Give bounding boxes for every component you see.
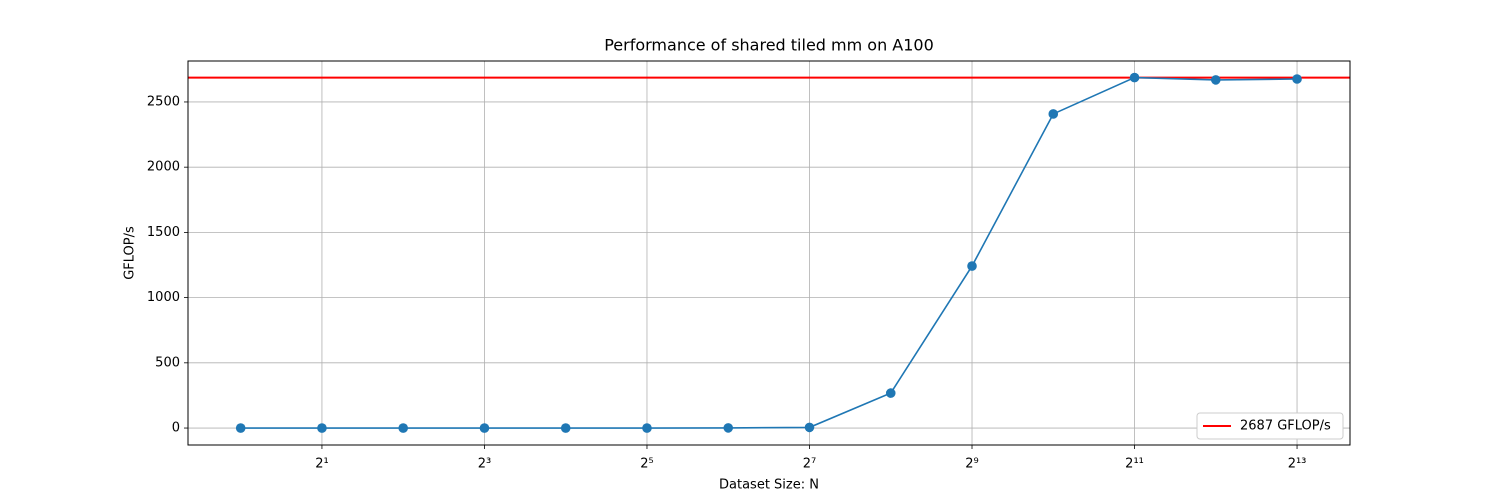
y-tick-label: 500 — [155, 355, 180, 370]
y-axis-label: GFLOP/s — [123, 226, 138, 280]
x-tick-label: 2⁷ — [803, 457, 816, 472]
y-tick-label: 1500 — [147, 225, 180, 240]
legend-label: 2687 GFLOP/s — [1240, 419, 1331, 434]
data-point — [885, 388, 896, 398]
y-tick-label: 2000 — [147, 160, 180, 175]
chart-title: Performance of shared tiled mm on A100 — [604, 36, 934, 55]
data-point — [1292, 74, 1302, 84]
x-tick-label: 2³ — [478, 457, 491, 472]
data-point — [723, 423, 734, 433]
data-point — [967, 261, 977, 271]
x-axis-label: Dataset Size: N — [719, 478, 819, 493]
x-tick-label: 2⁵ — [640, 457, 653, 472]
data-point — [1129, 72, 1140, 83]
data-point — [398, 423, 409, 433]
data-point — [804, 422, 815, 433]
legend-box — [1196, 412, 1344, 440]
data-point — [1210, 75, 1221, 85]
data-point — [235, 423, 246, 433]
x-tick-label: 2⁹ — [965, 457, 978, 472]
x-tick-label: 2¹¹ — [1125, 457, 1144, 472]
y-tick-label: 0 — [172, 421, 180, 436]
x-tick-label: 2¹³ — [1288, 457, 1307, 472]
axes-frame — [187, 60, 1351, 446]
data-point — [1048, 109, 1059, 119]
data-point — [479, 423, 490, 433]
data-line — [240, 76, 1298, 429]
data-point — [642, 423, 652, 433]
data-point — [560, 423, 571, 433]
y-tick-label: 1000 — [147, 290, 180, 305]
data-point — [317, 423, 327, 433]
y-tick-label: 2500 — [147, 94, 180, 109]
x-tick-label: 2¹ — [315, 457, 328, 472]
